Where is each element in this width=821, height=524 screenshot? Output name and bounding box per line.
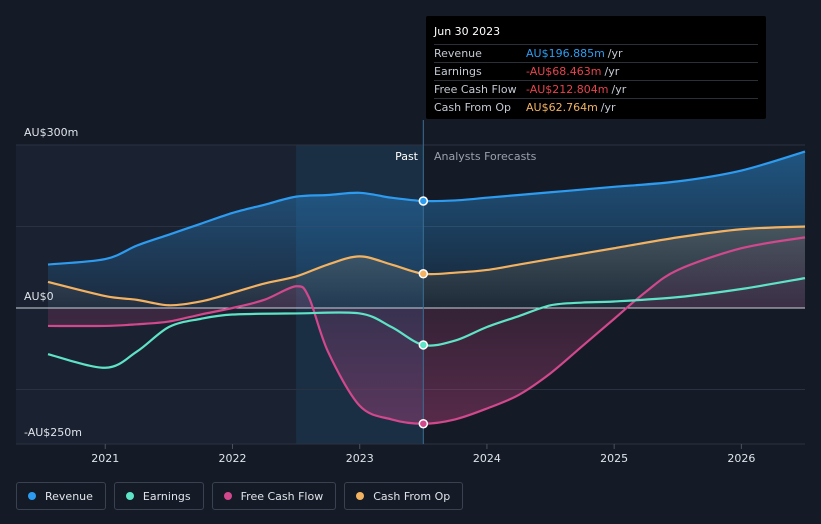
tooltip: Jun 30 2023 Revenue AU$196.885m /yr Earn…: [426, 16, 766, 119]
tooltip-label: Cash From Op: [434, 101, 512, 114]
past-label: Past: [395, 150, 419, 163]
earnings-dot-icon: [125, 492, 134, 500]
hover-markers: [418, 196, 429, 429]
tooltip-date: Jun 30 2023: [434, 25, 501, 38]
tooltip-row-earnings: Earnings -AU$68.463m /yr: [434, 62, 758, 80]
tooltip-label: Revenue: [434, 47, 482, 60]
tooltip-value: AU$196.885m: [526, 47, 605, 60]
free-cash-flow-line: [47, 236, 806, 425]
legend-item-cash-from-op[interactable]: Cash From Op: [344, 482, 464, 510]
revenue-marker: [418, 196, 429, 206]
legend-item-free-cash-flow[interactable]: Free Cash Flow: [211, 482, 337, 510]
legend-item-revenue[interactable]: Revenue: [16, 482, 106, 510]
tooltip-unit: /yr: [604, 65, 620, 78]
earnings-marker: [418, 340, 429, 350]
cash-from-op-dot-icon: [356, 492, 365, 500]
cash-from-op-line: [47, 225, 806, 307]
tooltip-value: -AU$212.804m: [526, 83, 609, 96]
x-tick-label: 2021: [91, 452, 119, 465]
revenue-line: [47, 150, 806, 266]
free-cash-flow-dot-icon: [223, 492, 232, 500]
legend: Revenue Earnings Free Cash Flow Cash Fro…: [16, 482, 464, 510]
free-cash-flow-area: [48, 237, 805, 424]
legend-label: Earnings: [142, 489, 191, 503]
tooltip-value: -AU$68.463m: [526, 65, 602, 78]
legend-label: Free Cash Flow: [240, 489, 324, 503]
tooltip-label: Earnings: [434, 65, 482, 78]
x-axis-ticks: 2021 2022 2023 2024 2025 2026: [91, 444, 755, 465]
x-tick-label: 2025: [600, 452, 628, 465]
legend-label: Cash From Op: [373, 489, 451, 503]
legend-item-earnings[interactable]: Earnings: [113, 482, 204, 510]
tooltip-unit: /yr: [611, 83, 627, 96]
y-label-bottom: -AU$250m: [24, 426, 82, 439]
free-cash-flow-marker: [418, 418, 429, 429]
tooltip-row-free-cash-flow: Free Cash Flow -AU$212.804m /yr: [434, 80, 758, 98]
x-tick-label: 2023: [346, 452, 374, 465]
tooltip-unit: /yr: [600, 101, 616, 114]
y-label-zero: AU$0: [24, 290, 54, 303]
x-tick-label: 2024: [473, 452, 501, 465]
legend-label: Revenue: [45, 489, 93, 503]
tooltip-row-cash-from-op: Cash From Op AU$62.764m /yr: [434, 98, 758, 116]
cash-from-op-marker: [418, 269, 429, 279]
cash-from-op-area: [48, 226, 805, 308]
tooltip-value: AU$62.764m: [526, 101, 598, 114]
series-areas: [48, 151, 805, 424]
y-label-top: AU$300m: [24, 126, 78, 139]
tooltip-unit: /yr: [607, 47, 623, 60]
x-tick-label: 2026: [727, 452, 755, 465]
x-tick-label: 2022: [218, 452, 246, 465]
tooltip-row-revenue: Revenue AU$196.885m /yr: [434, 44, 758, 62]
tooltip-label: Free Cash Flow: [434, 83, 517, 96]
revenue-dot-icon: [28, 492, 36, 500]
forecast-label: Analysts Forecasts: [434, 150, 537, 163]
